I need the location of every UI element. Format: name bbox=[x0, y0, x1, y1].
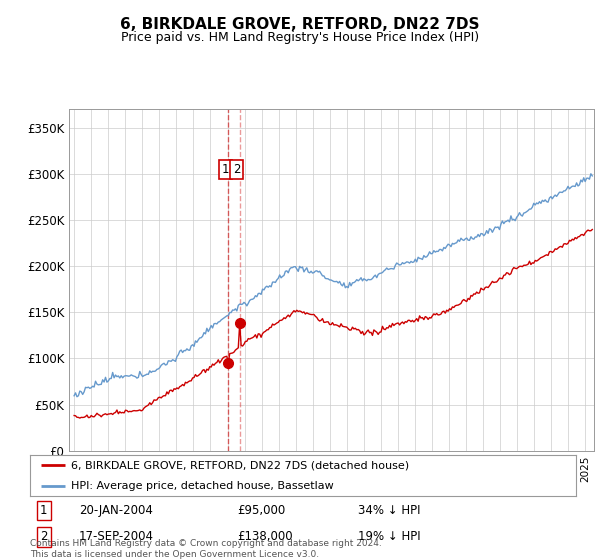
Text: 1: 1 bbox=[221, 163, 229, 176]
Text: £138,000: £138,000 bbox=[238, 530, 293, 543]
Text: Price paid vs. HM Land Registry's House Price Index (HPI): Price paid vs. HM Land Registry's House … bbox=[121, 31, 479, 44]
Text: 19% ↓ HPI: 19% ↓ HPI bbox=[358, 530, 420, 543]
Text: £95,000: £95,000 bbox=[238, 504, 286, 517]
Text: 2: 2 bbox=[40, 530, 47, 543]
Text: Contains HM Land Registry data © Crown copyright and database right 2024.
This d: Contains HM Land Registry data © Crown c… bbox=[30, 539, 382, 559]
Text: 6, BIRKDALE GROVE, RETFORD, DN22 7DS: 6, BIRKDALE GROVE, RETFORD, DN22 7DS bbox=[120, 17, 480, 32]
Text: 6, BIRKDALE GROVE, RETFORD, DN22 7DS (detached house): 6, BIRKDALE GROVE, RETFORD, DN22 7DS (de… bbox=[71, 460, 409, 470]
Text: HPI: Average price, detached house, Bassetlaw: HPI: Average price, detached house, Bass… bbox=[71, 480, 334, 491]
Text: 17-SEP-2004: 17-SEP-2004 bbox=[79, 530, 154, 543]
Text: 20-JAN-2004: 20-JAN-2004 bbox=[79, 504, 153, 517]
Text: 1: 1 bbox=[40, 504, 47, 517]
Text: 34% ↓ HPI: 34% ↓ HPI bbox=[358, 504, 420, 517]
Text: 2: 2 bbox=[233, 163, 241, 176]
